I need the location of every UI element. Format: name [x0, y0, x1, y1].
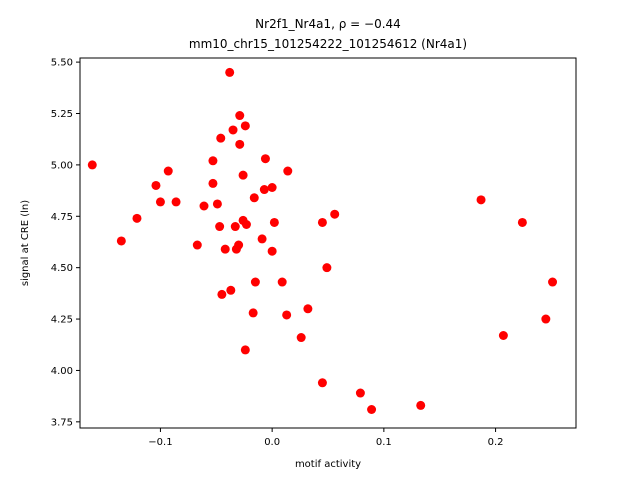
data-point-12	[212, 199, 222, 209]
y-tick-label-3: 4.25	[51, 315, 73, 326]
data-points	[87, 67, 558, 414]
x-axis-label: motif activity	[295, 459, 361, 470]
data-point-38	[269, 217, 279, 227]
data-point-50	[416, 400, 426, 410]
data-point-49	[367, 405, 377, 414]
data-point-55	[548, 277, 558, 287]
data-point-30	[248, 308, 258, 318]
data-point-48	[355, 388, 365, 398]
data-point-23	[235, 111, 245, 121]
data-point-33	[257, 234, 267, 244]
x-tick-label-4: 0.2	[488, 437, 504, 448]
data-point-54	[541, 314, 551, 324]
data-point-1	[87, 160, 97, 170]
data-point-3	[132, 213, 142, 223]
y-tick-label-1: 3.75	[51, 417, 73, 428]
data-point-32	[250, 277, 260, 287]
data-point-52	[498, 331, 508, 340]
y-tick-label-6: 5.00	[51, 160, 73, 171]
data-point-37	[267, 246, 277, 256]
data-point-51	[476, 195, 486, 205]
data-point-35	[260, 154, 270, 164]
data-point-28	[240, 345, 250, 355]
y-axis-ticks: 3.75 4.00 4.25 4.50 4.75 5.00 5.25 5.50	[51, 58, 80, 428]
x-axis-ticks: −0.1 0.0 0.1 0.2	[148, 428, 504, 448]
y-tick-label-7: 5.25	[51, 109, 73, 120]
x-tick-label-3: 0.1	[376, 437, 392, 448]
data-point-44	[317, 217, 327, 227]
data-point-45	[317, 378, 327, 388]
data-point-5	[155, 197, 165, 207]
data-point-39	[277, 277, 287, 287]
data-point-41	[283, 166, 293, 176]
data-point-2	[116, 236, 126, 246]
data-point-11	[208, 156, 218, 166]
plot-frame	[79, 57, 577, 429]
data-point-36	[267, 183, 277, 192]
data-point-13	[215, 222, 225, 232]
data-point-24	[235, 139, 245, 149]
data-point-18	[226, 285, 236, 295]
data-point-8	[192, 240, 202, 250]
chart-title-line-2: mm10_chr15_101254222_101254612 (Nr4a1)	[189, 37, 467, 51]
data-point-46	[322, 263, 332, 273]
data-point-4	[151, 180, 161, 190]
data-point-10	[208, 178, 218, 188]
chart-title-line-1: Nr2f1_Nr4a1, ρ = −0.44	[255, 17, 401, 31]
data-point-31	[249, 193, 259, 203]
data-point-53	[517, 217, 527, 227]
data-point-7	[171, 197, 181, 207]
y-tick-label-4: 4.50	[51, 263, 73, 274]
data-point-17	[225, 67, 235, 77]
data-point-27	[240, 121, 250, 131]
data-point-6	[163, 166, 173, 176]
data-point-34	[259, 185, 269, 195]
y-tick-label-5: 4.75	[51, 212, 73, 223]
data-point-47	[330, 209, 340, 219]
data-point-9	[199, 201, 209, 211]
y-tick-label-8: 5.50	[51, 58, 73, 69]
data-point-42	[296, 333, 306, 343]
data-point-16	[220, 244, 230, 254]
data-point-29	[241, 220, 251, 229]
data-point-20	[230, 222, 240, 232]
data-point-40	[282, 310, 292, 320]
x-tick-label-1: −0.1	[148, 437, 172, 448]
data-point-43	[303, 304, 313, 314]
data-point-25	[238, 170, 248, 180]
x-tick-label-2: 0.0	[264, 437, 280, 448]
data-point-19	[228, 125, 238, 135]
data-point-15	[217, 289, 227, 299]
data-point-14	[216, 133, 226, 143]
y-axis-label: signal at CRE (ln)	[20, 200, 31, 286]
y-tick-label-2: 4.00	[51, 366, 73, 377]
data-point-22	[234, 240, 244, 250]
